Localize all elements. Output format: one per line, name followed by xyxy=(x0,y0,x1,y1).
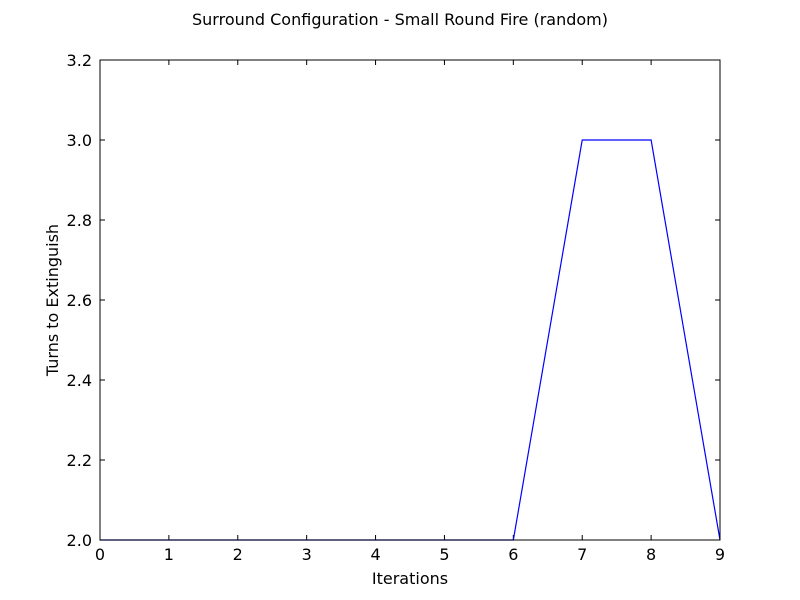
chart-title: Surround Configuration - Small Round Fir… xyxy=(192,10,608,29)
y-tick-label: 2.0 xyxy=(67,531,92,550)
y-tick-label: 3.0 xyxy=(67,131,92,150)
x-tick-label: 8 xyxy=(646,545,656,564)
x-tick-label: 4 xyxy=(370,545,380,564)
y-tick-label: 3.2 xyxy=(67,51,92,70)
plot-area-frame xyxy=(99,59,721,541)
series-layer xyxy=(100,139,721,541)
x-tick-label: 5 xyxy=(439,545,449,564)
y-tick-label: 2.6 xyxy=(67,291,92,310)
y-tick-label: 2.4 xyxy=(67,371,92,390)
y-axis-label: Turns to Extinguish xyxy=(43,224,62,377)
x-tick-label: 1 xyxy=(164,545,174,564)
x-tick-label: 0 xyxy=(95,545,105,564)
x-tick-label: 6 xyxy=(508,545,518,564)
tick-labels-layer: 0 1 2 3 4 5 6 7 8 9 2.0 2.2 2.4 2.6 2.8 3.0 3.2 xyxy=(67,51,726,564)
x-tick-label: 9 xyxy=(715,545,725,564)
series-line xyxy=(100,139,721,541)
y-tick-label: 2.2 xyxy=(67,451,92,470)
x-axis-label: Iterations xyxy=(372,569,448,588)
x-tick-label: 2 xyxy=(233,545,243,564)
x-tick-label: 7 xyxy=(577,545,587,564)
x-tick-label: 3 xyxy=(302,545,312,564)
ticks-layer xyxy=(99,59,721,541)
y-tick-label: 2.8 xyxy=(67,211,92,230)
